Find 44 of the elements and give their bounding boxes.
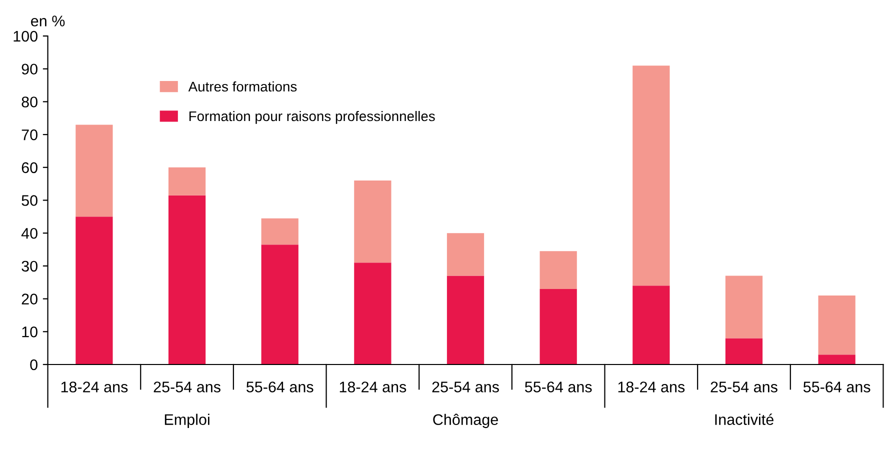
y-tick-label: 30	[22, 260, 38, 272]
bar	[354, 180, 392, 263]
x-tick-label: 25-54 ans	[432, 382, 499, 392]
x-tick-label: 18-24 ans	[618, 382, 685, 392]
x-tick-label: 55-64 ans	[803, 382, 870, 392]
y-tick-label: 40	[21, 228, 38, 239]
bar	[446, 276, 484, 364]
bar	[540, 288, 577, 364]
bar	[168, 195, 206, 364]
bar	[632, 286, 670, 364]
y-tick-label: 10	[22, 326, 38, 338]
bar	[76, 124, 113, 217]
bar	[818, 296, 856, 355]
bar	[818, 354, 856, 364]
bar	[76, 216, 113, 364]
bar	[261, 218, 298, 245]
text: Inactivité	[715, 414, 774, 425]
x-tick-label: 25-54 ans	[710, 382, 778, 392]
text: Chômage	[433, 414, 498, 428]
y-tick-label: 50	[22, 195, 38, 206]
y-tick-label: 70	[22, 129, 38, 140]
bar	[632, 66, 670, 286]
x-tick-label: 18-24 ans	[340, 382, 406, 392]
text: Emploi	[164, 414, 210, 428]
bar	[725, 338, 763, 364]
y-tick-label: 100	[14, 30, 38, 42]
bar	[261, 244, 298, 364]
y-tick-label: 20	[22, 294, 38, 304]
bar	[446, 233, 484, 276]
y-tick-label: 0	[30, 359, 38, 370]
legend-label: Autres formations	[188, 81, 297, 92]
x-tick-label: 18-24 ans	[61, 382, 128, 392]
legend-label: Formation pour raisons professionnelles	[189, 110, 435, 124]
y-axis-title: en %	[31, 16, 65, 26]
bar	[354, 262, 392, 364]
x-tick-label: 55-64 ans	[524, 382, 592, 392]
x-tick-label: 55-64 ans	[246, 382, 314, 392]
y-tick-label: 80	[22, 96, 38, 108]
bar	[540, 251, 577, 289]
x-tick-label: 25-54 ans	[154, 382, 220, 392]
bar	[725, 276, 763, 338]
bar	[168, 167, 206, 196]
y-tick-label: 60	[22, 162, 38, 174]
y-tick-label: 90	[22, 64, 38, 75]
